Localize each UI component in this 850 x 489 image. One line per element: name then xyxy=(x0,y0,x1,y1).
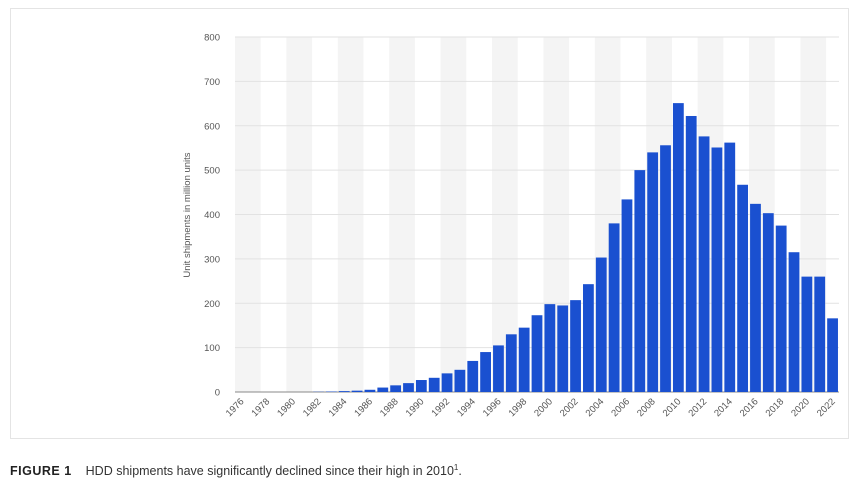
y-axis-title: Unit shipments in million units xyxy=(182,152,193,277)
bar xyxy=(814,276,826,392)
bar xyxy=(685,115,697,393)
bar xyxy=(531,315,543,392)
bar xyxy=(750,203,761,392)
bar xyxy=(518,327,530,392)
y-tick-label: 400 xyxy=(204,210,220,221)
bar xyxy=(621,199,633,392)
bar xyxy=(660,145,671,392)
y-tick-label: 600 xyxy=(204,121,220,132)
bar xyxy=(480,352,491,392)
caption: FIGURE 1 HDD shipments have significantly… xyxy=(10,463,462,478)
bar xyxy=(544,304,556,392)
caption-text: HDD shipments have significantly decline… xyxy=(85,464,454,479)
bar xyxy=(788,252,800,392)
bar xyxy=(454,369,466,392)
bar xyxy=(724,142,736,392)
bar xyxy=(634,170,646,392)
bar xyxy=(377,387,389,392)
bar xyxy=(403,383,414,392)
bar xyxy=(827,318,838,392)
y-tick-label: 200 xyxy=(204,299,220,310)
bar xyxy=(338,391,350,392)
bar xyxy=(570,300,581,392)
bar xyxy=(364,389,376,392)
bar xyxy=(493,345,504,392)
bar xyxy=(557,305,569,392)
chart: Unit shipments in million units 0 100 200 3… xyxy=(10,8,849,439)
y-tick-label: 700 xyxy=(204,77,220,88)
y-tick-label: 300 xyxy=(204,254,220,265)
bar xyxy=(737,184,749,392)
y-tick-label: 500 xyxy=(204,166,220,177)
y-tick-label: 100 xyxy=(204,343,220,354)
bar xyxy=(467,360,479,392)
y-tick-label: 800 xyxy=(204,33,220,44)
bar xyxy=(711,147,723,392)
bar xyxy=(351,390,363,392)
figure-label: FIGURE 1 xyxy=(10,464,72,479)
bar xyxy=(428,377,440,392)
bar xyxy=(390,385,402,392)
bar xyxy=(672,103,684,393)
caption-end: . xyxy=(458,464,462,479)
footnote-ref: 1 xyxy=(453,463,459,472)
bar xyxy=(775,225,787,392)
bar xyxy=(801,276,813,392)
bar xyxy=(441,373,453,392)
bar xyxy=(595,257,607,392)
bar xyxy=(608,223,620,392)
y-tick-label: 0 xyxy=(215,388,220,399)
bar xyxy=(415,380,427,392)
bar xyxy=(583,284,594,392)
bar xyxy=(762,213,774,392)
bar xyxy=(505,334,517,392)
bar xyxy=(647,152,659,392)
bar xyxy=(698,136,710,392)
